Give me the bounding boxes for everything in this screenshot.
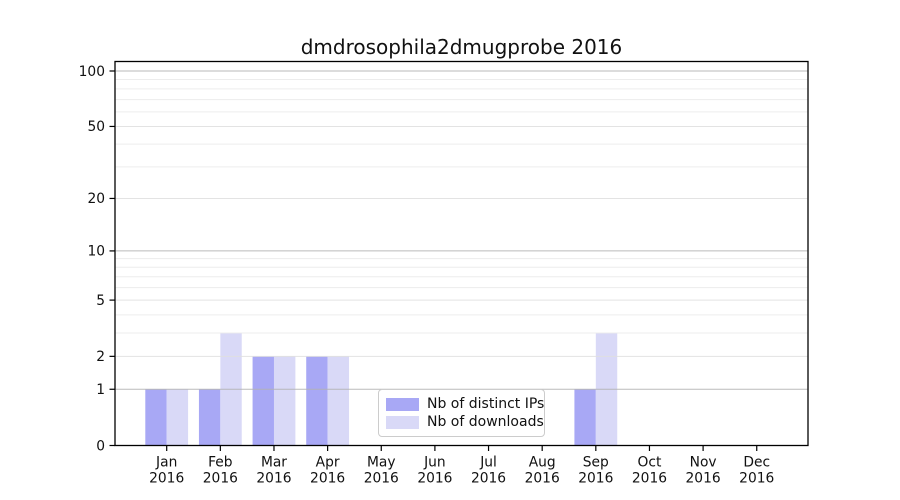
legend-label-distinct-ips: Nb of distinct IPs — [427, 396, 545, 412]
legend-label-downloads: Nb of downloads — [427, 414, 544, 430]
y-tick-label: 1 — [96, 382, 105, 398]
x-tick-label-year: 2016 — [364, 471, 399, 487]
y-tick-label: 5 — [96, 293, 105, 309]
x-tick-label-year: 2016 — [203, 471, 238, 487]
x-tick-label-month: Apr — [316, 455, 340, 471]
x-tick-label-year: 2016 — [471, 471, 506, 487]
bar-distinct-ips-Mar — [252, 356, 274, 446]
legend: Nb of distinct IPs Nb of downloads — [378, 389, 545, 437]
bar-downloads-Mar — [273, 356, 296, 446]
bar-distinct-ips-Feb — [198, 389, 221, 446]
x-tick-label-month: Nov — [690, 455, 717, 471]
x-tick-label-month: Jul — [479, 455, 497, 471]
y-tick-label: 10 — [87, 244, 105, 260]
x-tick-label-month: Oct — [638, 455, 662, 471]
axes-frame — [114, 60, 809, 447]
y-tick-label: 2 — [96, 349, 105, 365]
x-tick-label-month: Mar — [261, 455, 287, 471]
legend-swatch-downloads — [386, 415, 419, 429]
x-tick-label-year: 2016 — [739, 471, 774, 487]
y-tick-label: 20 — [87, 191, 105, 207]
x-tick-label-year: 2016 — [149, 471, 184, 487]
bar-downloads-Jan — [166, 389, 189, 446]
x-tick-label-month: Jan — [155, 455, 177, 471]
x-tick-label-year: 2016 — [686, 471, 721, 487]
bar-distinct-ips-Sep — [574, 389, 596, 446]
legend-item-distinct-ips: Nb of distinct IPs — [386, 397, 544, 411]
bar-downloads-Apr — [327, 356, 350, 446]
x-tick-label-month: Dec — [743, 455, 770, 471]
x-tick-label-month: May — [367, 455, 396, 471]
x-tick-label-month: Sep — [583, 455, 609, 471]
x-tick-label-year: 2016 — [632, 471, 667, 487]
x-tick-label-month: Jun — [423, 455, 446, 471]
y-tick-label: 0 — [96, 438, 105, 454]
chart-title: dmdrosophila2dmugprobe 2016 — [300, 35, 623, 59]
legend-swatch-distinct-ips — [386, 397, 419, 411]
x-tick-label-year: 2016 — [256, 471, 291, 487]
legend-item-downloads: Nb of downloads — [386, 415, 544, 429]
y-tick-label: 100 — [79, 64, 105, 80]
x-tick-label-month: Feb — [208, 455, 232, 471]
x-tick-label-year: 2016 — [417, 471, 452, 487]
x-tick-label-year: 2016 — [525, 471, 560, 487]
x-tick-label-month: Aug — [529, 455, 556, 471]
bar-distinct-ips-Apr — [306, 356, 328, 446]
x-tick-label-year: 2016 — [578, 471, 613, 487]
bar-distinct-ips-Jan — [145, 389, 167, 446]
x-tick-label-year: 2016 — [310, 471, 345, 487]
y-tick-label: 50 — [87, 119, 105, 135]
